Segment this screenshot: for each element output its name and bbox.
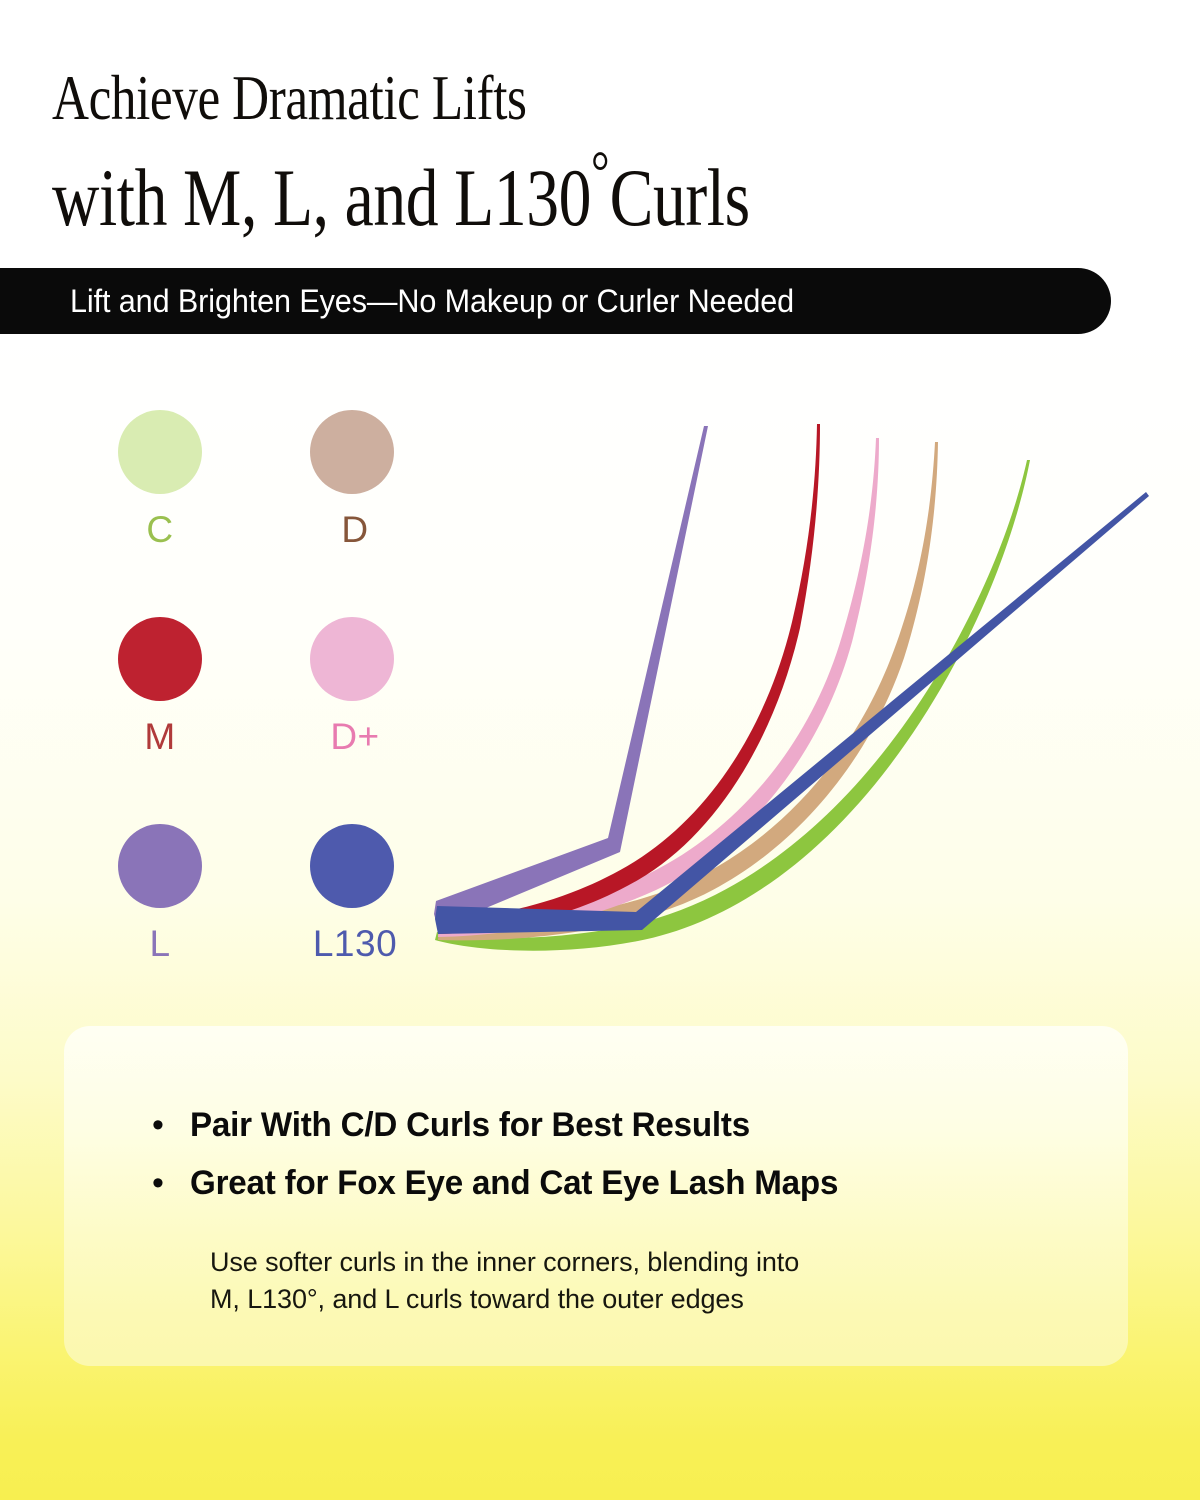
legend-item-l[interactable]: L: [80, 824, 240, 964]
bullet-text-1: Pair With C/D Curls for Best Results: [190, 1106, 751, 1144]
legend-item-c[interactable]: C: [80, 410, 240, 550]
page-title: Achieve Dramatic Lifts with M, L, and L1…: [52, 62, 1172, 240]
legend-swatch-m: [118, 617, 202, 701]
legend-label-l130: L130: [312, 923, 398, 964]
legend-item-dplus[interactable]: D+: [240, 617, 400, 757]
legend-item-l130[interactable]: L130: [240, 824, 400, 964]
legend-swatch-c: [118, 410, 202, 494]
tips-card: • Pair With C/D Curls for Best Results •…: [64, 1026, 1128, 1366]
legend-swatch-dplus: [310, 617, 394, 701]
curl-path-l: [434, 426, 708, 928]
tips-subnote-line-2: M, L130°, and L curls toward the outer e…: [210, 1284, 744, 1314]
legend-label-m: M: [144, 716, 176, 757]
bullet-dot-icon: •: [152, 1164, 164, 1202]
bullet-text-2: Great for Fox Eye and Cat Eye Lash Maps: [190, 1164, 839, 1202]
title-line-2-main: with M, L, and L130: [52, 152, 592, 243]
legend-label-d: D: [341, 509, 369, 550]
title-line-2-tail: Curls: [609, 152, 751, 243]
title-line-1: Achieve Dramatic Lifts: [52, 62, 527, 133]
list-item: • Pair With C/D Curls for Best Results: [152, 1102, 1092, 1148]
legend-swatch-l: [118, 824, 202, 908]
legend-swatch-l130: [310, 824, 394, 908]
legend-label-l: L: [149, 923, 171, 964]
legend-item-m[interactable]: M: [80, 617, 240, 757]
curl-profile-diagram: [420, 400, 1180, 970]
subtitle-banner-text: Lift and Brighten Eyes—No Makeup or Curl…: [70, 282, 795, 319]
legend-item-d[interactable]: D: [240, 410, 400, 550]
degree-symbol: °: [591, 139, 610, 204]
curl-legend: C D M D+ L L130: [80, 410, 420, 980]
curl-profile-svg: [434, 424, 1149, 951]
title-line-2: with M, L, and L130°Curls: [52, 130, 948, 240]
list-item: • Great for Fox Eye and Cat Eye Lash Map…: [152, 1160, 1092, 1206]
tips-subnote-line-1: Use softer curls in the inner corners, b…: [210, 1247, 800, 1277]
subtitle-banner: Lift and Brighten Eyes—No Makeup or Curl…: [0, 268, 1111, 334]
bullet-dot-icon: •: [152, 1106, 164, 1144]
legend-label-dplus: D+: [330, 716, 380, 757]
legend-swatch-d: [310, 410, 394, 494]
tips-bullet-list: • Pair With C/D Curls for Best Results •…: [152, 1102, 1092, 1218]
tips-subnote: Use softer curls in the inner corners, b…: [210, 1244, 1110, 1318]
legend-label-c: C: [146, 509, 174, 550]
